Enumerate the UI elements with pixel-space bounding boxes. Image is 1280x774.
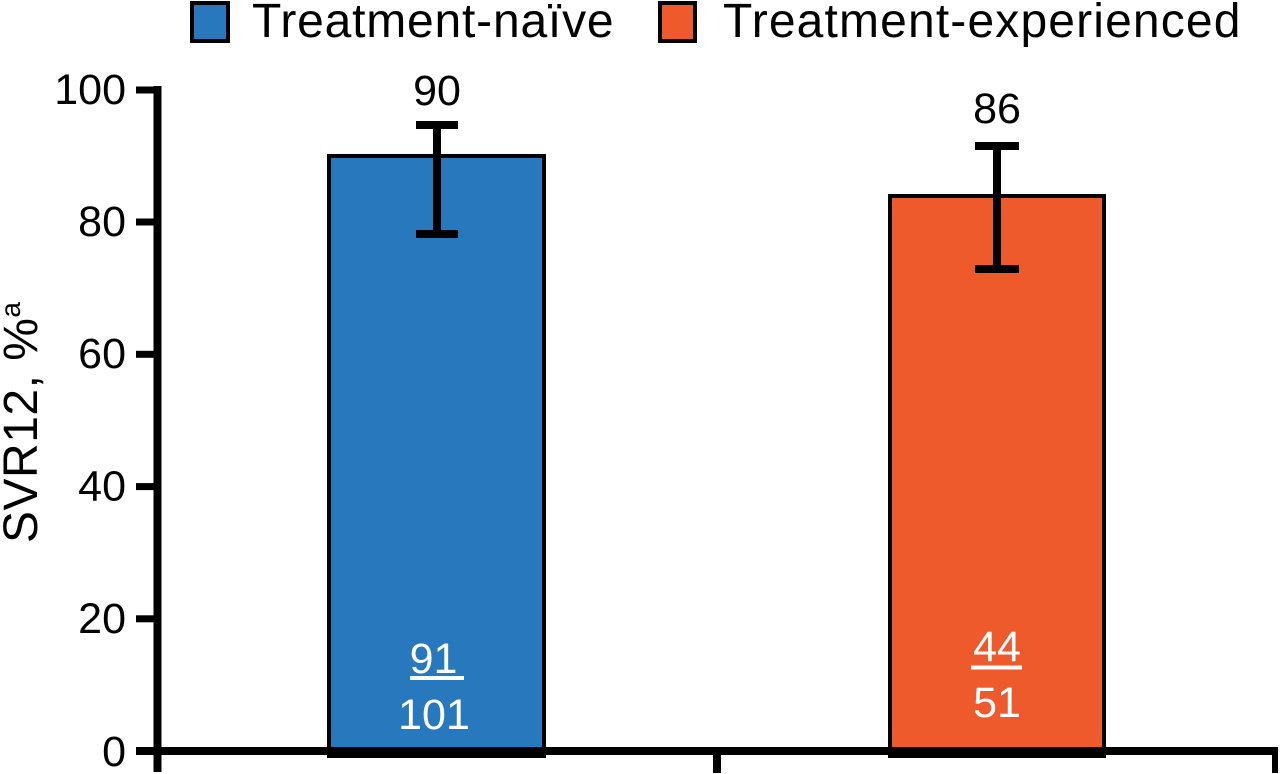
svg-text:101: 101: [398, 691, 470, 739]
svg-text:Treatment-experienced: Treatment-experienced: [723, 0, 1242, 48]
svg-text:86: 86: [973, 85, 1021, 133]
svg-text:20: 20: [78, 595, 126, 643]
svg-text:Treatment-naïve: Treatment-naïve: [252, 0, 614, 48]
svg-text:90: 90: [413, 67, 461, 115]
svg-text:0: 0: [102, 728, 126, 774]
svg-text:100: 100: [54, 66, 126, 114]
svg-text:51: 51: [973, 679, 1021, 727]
svg-text:60: 60: [78, 330, 126, 378]
svg-text:40: 40: [78, 463, 126, 511]
svg-text:SVR12, %a: SVR12, %a: [0, 301, 48, 543]
svg-text:80: 80: [78, 198, 126, 246]
svg-text:44: 44: [973, 623, 1021, 671]
svg-text:91: 91: [410, 635, 458, 683]
